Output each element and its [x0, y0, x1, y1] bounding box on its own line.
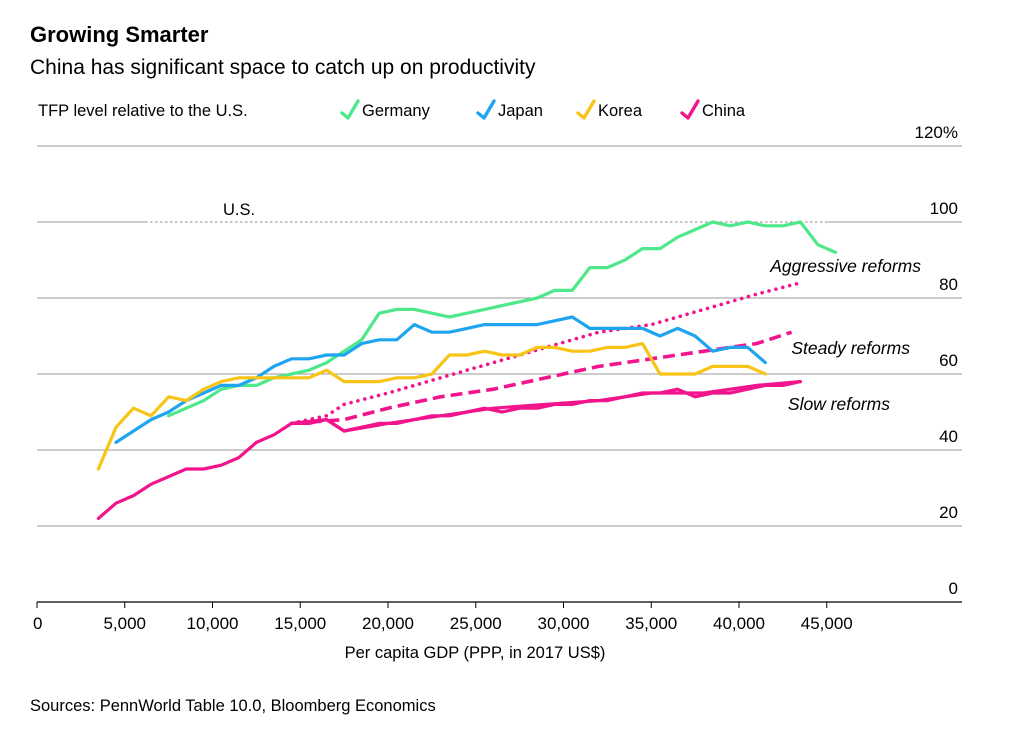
chart-title: Growing Smarter — [30, 22, 209, 47]
annotation-aggressive-reforms: Aggressive reforms — [769, 256, 921, 276]
x-tick-label-20000: 20,000 — [362, 614, 414, 633]
legend-label-korea: Korea — [598, 102, 643, 120]
legend: Germany Japan Korea China — [340, 99, 746, 120]
series-line-germany — [167, 220, 838, 418]
x-tick-label-40000: 40,000 — [713, 614, 765, 633]
x-tick-label-45000: 45,000 — [801, 614, 853, 633]
source-note: Sources: PennWorld Table 10.0, Bloomberg… — [30, 697, 436, 715]
legend-label-japan: Japan — [498, 102, 543, 120]
y-tick-label-120: 120% — [915, 123, 958, 142]
x-tick-label-5000: 5,000 — [103, 614, 146, 633]
x-axis: 0 5,000 10,000 15,000 20,000 25,000 30,000 35,0… — [33, 602, 853, 633]
legend-label-china: China — [702, 102, 746, 120]
gridlines — [37, 145, 962, 603]
y-tick-label-80: 80 — [939, 275, 958, 294]
series-line-japan — [114, 315, 767, 444]
series-annotations: Aggressive reforms Steady reforms Slow ref… — [769, 256, 921, 414]
series-line-china — [96, 380, 803, 521]
annotation-steady-reforms: Steady reforms — [791, 338, 910, 358]
x-tick-label-25000: 25,000 — [450, 614, 502, 633]
x-tick-label-10000: 10,000 — [187, 614, 239, 633]
legend-label-germany: Germany — [362, 102, 431, 120]
y-tick-label-40: 40 — [939, 427, 958, 446]
us-reference-line: U.S. — [37, 201, 962, 223]
legend-swatch-japan — [476, 99, 496, 120]
x-tick-label-0: 0 — [33, 614, 42, 633]
series-line-korea — [96, 342, 767, 471]
series-line-aggressive-reforms — [289, 280, 803, 426]
y-axis-ticks: 120% 100 80 60 40 20 0 — [915, 123, 958, 598]
x-axis-label: Per capita GDP (PPP, in 2017 US$) — [345, 644, 606, 662]
y-tick-label-0: 0 — [949, 579, 958, 598]
annotation-slow-reforms: Slow reforms — [788, 394, 890, 414]
x-tick-label-30000: 30,000 — [538, 614, 590, 633]
y-tick-label-100: 100 — [930, 199, 958, 218]
legend-swatch-china — [680, 99, 700, 120]
chart-subtitle: China has significant space to catch up … — [30, 56, 536, 79]
x-tick-label-15000: 15,000 — [274, 614, 326, 633]
legend-swatch-korea — [576, 99, 596, 120]
y-tick-label-60: 60 — [939, 351, 958, 370]
y-axis-label: TFP level relative to the U.S. — [38, 102, 248, 120]
reference-line-label: U.S. — [223, 201, 255, 219]
legend-swatch-germany — [340, 99, 360, 120]
series-lines — [96, 220, 838, 521]
x-tick-label-35000: 35,000 — [625, 614, 677, 633]
y-tick-label-20: 20 — [939, 503, 958, 522]
